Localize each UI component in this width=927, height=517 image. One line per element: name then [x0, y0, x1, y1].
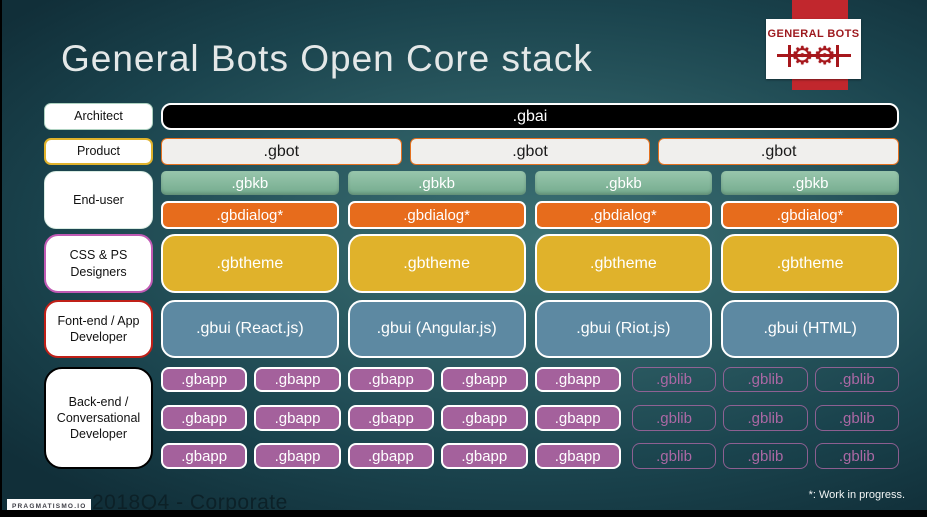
role-label-end-user: End-user	[44, 171, 153, 229]
role-label-css-ps-designers: CSS & PS Designers	[44, 234, 153, 293]
node-gbui-angular: .gbui (Angular.js)	[347, 300, 526, 358]
node-gbui-riot: .gbui (Riot.js)	[534, 300, 713, 358]
node-gblib: .gblib	[631, 367, 717, 392]
node-gbkb: .gbkb	[534, 171, 713, 195]
node-gblib: .gblib	[631, 443, 717, 469]
node-gbapp: .gbapp	[347, 443, 435, 469]
node-gbkb: .gbkb	[347, 171, 526, 195]
gear-end-bar-left	[788, 44, 792, 67]
bottom-black-bar	[2, 510, 927, 517]
node-gbapp: .gbapp	[347, 367, 435, 392]
node-gblib: .gblib	[814, 405, 899, 431]
general-bots-logo: GENERAL BOTS ⚙ ⚙	[766, 19, 861, 79]
work-in-progress-footnote: *: Work in progress.	[808, 489, 905, 501]
role-label-architect: Architect	[44, 103, 153, 130]
logo-wordmark: GENERAL BOTS	[767, 27, 860, 40]
node-gbtheme: .gbtheme	[721, 234, 899, 293]
row-gbapp-3: .gbapp .gbapp .gbapp .gbapp .gbapp .gbli…	[161, 443, 899, 469]
gear-icon: ⚙	[791, 41, 814, 70]
row-gbapp-1: .gbapp .gbapp .gbapp .gbapp .gbapp .gbli…	[161, 367, 899, 392]
node-gbdialog: .gbdialog*	[161, 201, 339, 229]
node-gblib: .gblib	[814, 367, 899, 392]
node-gbui-react: .gbui (React.js)	[161, 300, 339, 358]
footer-version-label: 2018Q4 - Corporate	[92, 491, 288, 514]
node-gbapp: .gbapp	[161, 443, 248, 469]
node-gbapp: .gbapp	[441, 443, 528, 469]
row-gbot: .gbot .gbot .gbot	[161, 138, 900, 165]
row-gbkb: .gbkb .gbkb .gbkb .gbkb	[161, 171, 899, 195]
node-gbdialog: .gbdialog*	[534, 201, 713, 229]
role-label-frontend-app-developer: Font-end / App Developer	[44, 300, 153, 358]
node-gbapp: .gbapp	[254, 443, 341, 469]
node-gbot: .gbot	[658, 138, 900, 165]
node-gbapp: .gbapp	[534, 405, 621, 431]
row-gbapp-2: .gbapp .gbapp .gbapp .gbapp .gbapp .gbli…	[161, 405, 899, 431]
row-gbui: .gbui (React.js) .gbui (Angular.js) .gbu…	[161, 300, 899, 358]
node-gbkb: .gbkb	[161, 171, 339, 195]
node-gbkb: .gbkb	[721, 171, 899, 195]
node-gblib: .gblib	[723, 367, 808, 392]
node-gbtheme: .gbtheme	[347, 234, 526, 293]
page-title: General Bots Open Core stack	[61, 38, 593, 79]
row-gbtheme: .gbtheme .gbtheme .gbtheme .gbtheme	[161, 234, 899, 293]
node-gbapp: .gbapp	[441, 405, 528, 431]
row-gbai: .gbai	[161, 103, 899, 130]
gear-icon: ⚙	[813, 41, 836, 70]
node-gbapp: .gbapp	[161, 367, 248, 392]
node-gbtheme: .gbtheme	[534, 234, 713, 293]
node-gblib: .gblib	[723, 405, 808, 431]
node-gblib: .gblib	[814, 443, 899, 469]
node-gblib: .gblib	[723, 443, 808, 469]
node-gbapp: .gbapp	[441, 367, 528, 392]
node-gbapp: .gbapp	[161, 405, 248, 431]
node-gbui-html: .gbui (HTML)	[721, 300, 899, 358]
gear-axle-line	[776, 54, 851, 57]
node-gbapp: .gbapp	[534, 367, 621, 392]
node-gbot: .gbot	[409, 138, 651, 165]
node-gbdialog: .gbdialog*	[721, 201, 899, 229]
role-label-backend-conversational-developer: Back-end / Conversational Developer	[44, 367, 153, 469]
node-gbot: .gbot	[161, 138, 402, 165]
gears-icon: ⚙ ⚙	[775, 41, 853, 71]
row-gbdialog: .gbdialog* .gbdialog* .gbdialog* .gbdial…	[161, 201, 899, 229]
gear-end-bar-right	[835, 44, 839, 67]
node-gbdialog: .gbdialog*	[347, 201, 526, 229]
node-gbtheme: .gbtheme	[161, 234, 339, 293]
node-gblib: .gblib	[631, 405, 717, 431]
node-gbapp: .gbapp	[254, 405, 341, 431]
role-label-product: Product	[44, 138, 153, 165]
node-gbapp: .gbapp	[347, 405, 435, 431]
node-gbapp: .gbapp	[254, 367, 341, 392]
node-gbapp: .gbapp	[534, 443, 621, 469]
node-gbai: .gbai	[161, 103, 899, 130]
